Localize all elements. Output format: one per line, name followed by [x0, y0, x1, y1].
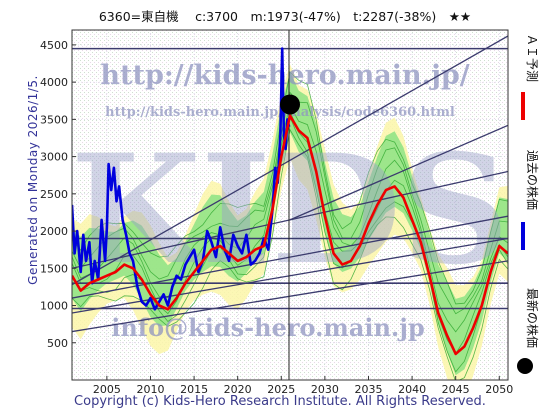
legend-ai-forecast-swatch [521, 92, 525, 120]
x-tick-label: 2040 [398, 383, 426, 396]
x-tick-label: 2030 [311, 383, 339, 396]
y-tick-label: 4500 [40, 39, 68, 52]
y-tick-label: 4000 [40, 76, 68, 89]
x-tick-label: 2015 [180, 383, 208, 396]
trend-line [72, 237, 508, 314]
watermark-email: info@kids-hero.main.jp [111, 313, 425, 342]
x-tick-label: 2005 [93, 383, 121, 396]
y-tick-label: 1500 [40, 262, 68, 275]
y-tick-label: 1000 [40, 300, 68, 313]
x-tick-label: 2045 [442, 383, 470, 396]
forecast-band-inner [72, 71, 508, 376]
trend-lines [72, 35, 508, 333]
plot-area: KIDS http://kids-hero.main.jp/ http://ki… [71, 30, 510, 380]
y-axis-ticks: 500 1000 1500 2000 2500 3000 3500 4000 4500 [40, 39, 76, 350]
ai-forecast-line [72, 114, 508, 356]
generated-date: Generated on Monday 2026/1/5. [26, 75, 40, 285]
y-tick-label: 3500 [40, 113, 68, 126]
series [72, 47, 508, 356]
y-tick-label: 2000 [40, 225, 68, 238]
x-tick-label: 2020 [224, 383, 252, 396]
legend-past-price-label: 過去の株価 [525, 150, 540, 210]
x-tick-label: 2035 [354, 383, 382, 396]
y-tick-label: 500 [47, 337, 68, 350]
x-tick-label: 2010 [136, 383, 164, 396]
past-price-line [72, 47, 291, 311]
x-tick-label: 2025 [267, 383, 295, 396]
legend-ai-forecast-label: ＡＩ予測 [525, 34, 539, 82]
chart-title: 6360=東自機 c:3700 m:1973(-47%) t:2287(-38%… [99, 9, 471, 24]
plot-border [71, 29, 509, 381]
x-axis-ticks: 2005 2010 2015 2020 2025 2030 2035 2040 2045 2050 [93, 376, 513, 396]
trend-line [72, 35, 508, 286]
legend-latest-price-marker [517, 358, 533, 374]
watermark-kids: KIDS [71, 122, 510, 298]
legend-latest-price-label: 最新の株価 [525, 288, 540, 348]
y-tick-label: 2500 [40, 188, 68, 201]
x-tick-label: 2050 [485, 383, 513, 396]
trend-line [289, 124, 508, 221]
y-tick-label: 3000 [40, 151, 68, 164]
watermark-url: http://kids-hero.main.jp/ [100, 60, 469, 91]
latest-price-marker [280, 94, 300, 115]
trend-line [72, 260, 508, 333]
legend-past-price-swatch [521, 222, 525, 250]
legend: ＡＩ予測 過去の株価 最新の株価 [517, 34, 540, 374]
copyright-footer: Copyright (c) Kids-Hero Research Institu… [74, 394, 486, 409]
